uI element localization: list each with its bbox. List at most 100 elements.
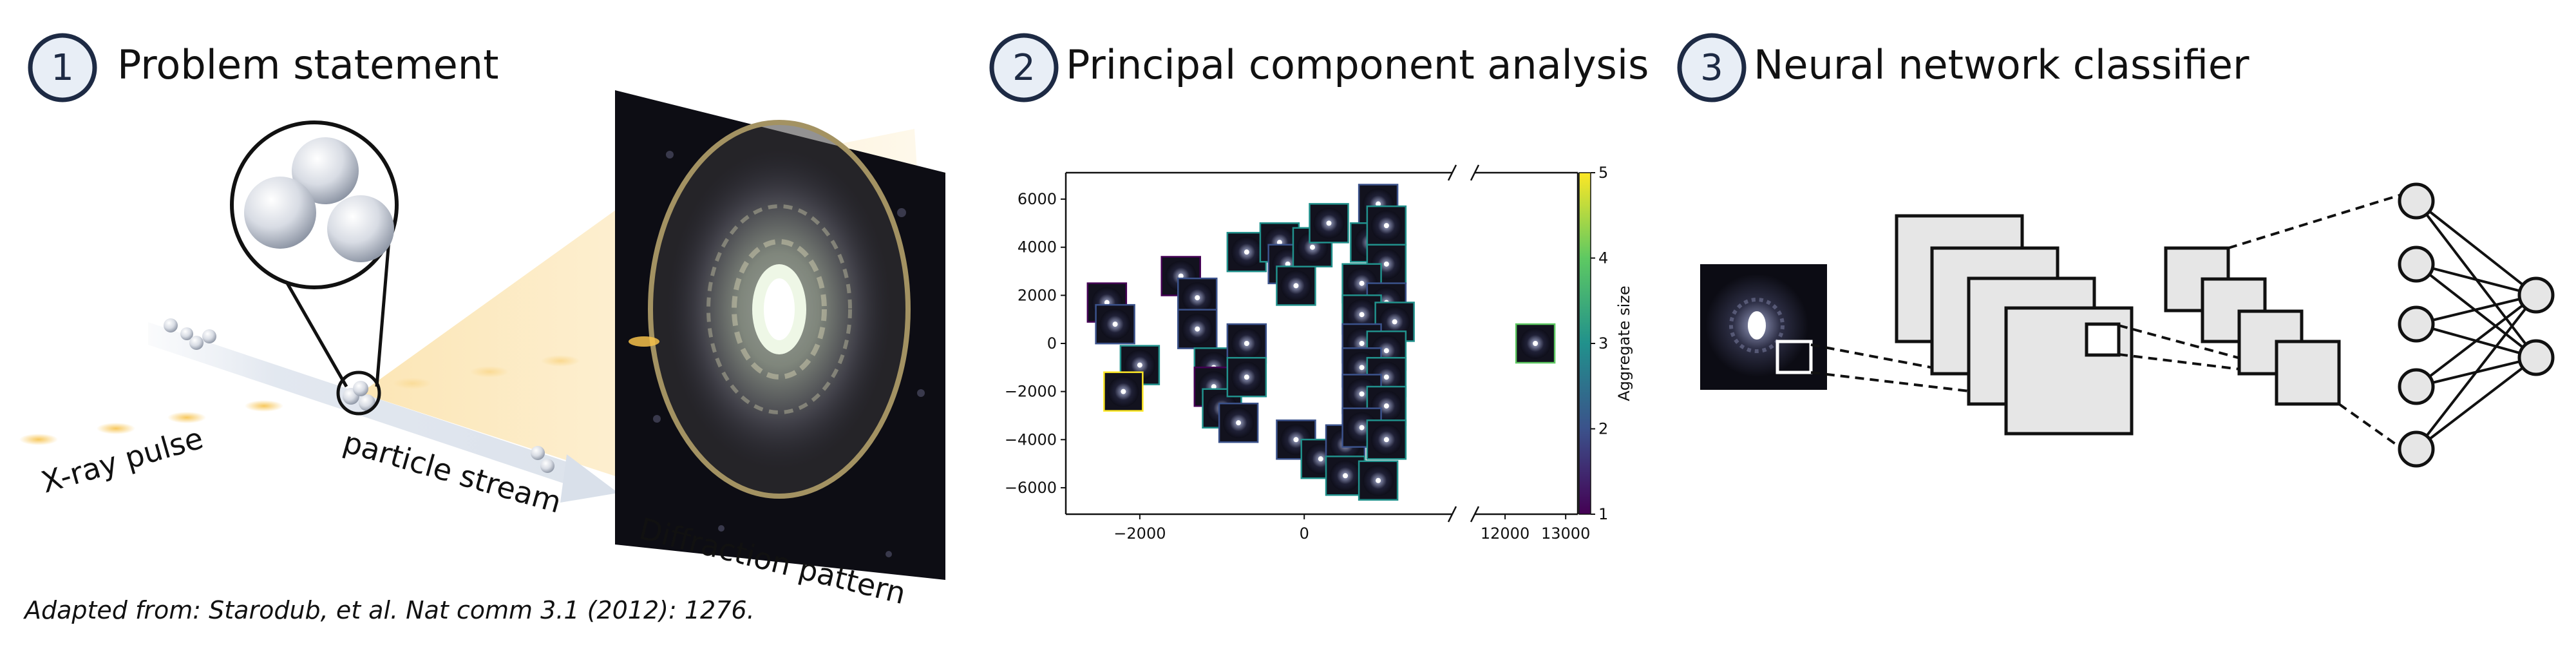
thumbnail-center: [1359, 365, 1365, 371]
cnn-receptive-field: [1776, 340, 1813, 374]
pca-scatter-chart: 6000 4000 2000 0 −2000 −4000 −6000 −2000 0 12000 1…: [1005, 164, 1633, 543]
pca-thumbnail: [1366, 205, 1407, 246]
y-tick-label: 2000: [1018, 286, 1057, 304]
y-tick-label: −2000: [1005, 383, 1057, 401]
panel-principal-component-analysis: 2 Principal component analysis 6000 4000 2…: [989, 33, 1649, 543]
thumbnail-center: [1383, 348, 1389, 354]
pca-thumbnail: [1226, 323, 1267, 364]
network-node: [2398, 430, 2435, 468]
thumbnail-center: [1359, 280, 1365, 286]
colorbar-tick-label: 5: [1598, 164, 1608, 182]
panel-title-3: Neural network classifier: [1754, 41, 2249, 88]
thumbnail-center: [1121, 389, 1126, 394]
colorbar-tick-label: 4: [1598, 249, 1608, 267]
thumbnail-center: [1244, 374, 1249, 380]
panel-2-header: 2 Principal component analysis: [989, 33, 1649, 102]
pca-axis-ticks: 6000 4000 2000 0 −2000 −4000 −6000 −2000 0 12000 1…: [1005, 190, 1591, 543]
thumbnail-center: [1359, 312, 1365, 318]
number-label-2: 2: [1012, 47, 1036, 89]
thumbnail-center: [1195, 295, 1200, 301]
cnn-feature-maps-2: [2164, 246, 2341, 406]
number-badge-3: [1677, 33, 1747, 102]
axis-break-mark: [1470, 506, 1480, 523]
thumbnail-center: [1244, 341, 1249, 346]
thumbnail-center: [1276, 240, 1282, 245]
number-badge-1: [28, 33, 97, 102]
x-tick-label: 12000: [1481, 525, 1530, 543]
colorbar-label: Aggregate size: [1615, 285, 1633, 401]
network-output-node: [2517, 339, 2555, 376]
y-tick-label: 4000: [1018, 238, 1057, 256]
x-tick-label: −2000: [1113, 525, 1166, 543]
y-tick-label: 6000: [1018, 190, 1057, 208]
thumbnail-center: [1293, 283, 1299, 289]
y-tick-label: 0: [1047, 334, 1057, 352]
cnn-receptive-field: [2085, 322, 2121, 357]
cnn-input-image: [1700, 264, 1827, 390]
thumbnail-center: [1376, 477, 1381, 483]
thumbnail-center: [1211, 384, 1217, 390]
thumbnail-center: [1343, 473, 1349, 479]
colorbar-tick-label: 3: [1598, 334, 1608, 352]
thumbnail-center: [1137, 362, 1142, 368]
pca-thumbnails: [1086, 184, 1556, 501]
x-tick-label: 0: [1300, 525, 1309, 543]
thumbnail-center: [1533, 341, 1539, 346]
network-node: [2398, 305, 2435, 343]
axis-break-mark: [1447, 164, 1457, 181]
diffraction-detector: [615, 90, 945, 580]
panel-problem-statement: 1 Problem statement: [19, 33, 945, 624]
axis-break-mark: [1470, 164, 1480, 181]
number-badge-2: [989, 33, 1059, 102]
particle-stream: [148, 318, 618, 503]
colorbar-tick-label: 1: [1598, 505, 1608, 523]
network-output-node: [2517, 276, 2555, 314]
thumbnail-center: [1359, 341, 1365, 346]
panel-title-1: Problem statement: [117, 41, 498, 88]
pca-thumbnail: [1366, 419, 1407, 460]
thumbnail-center: [1244, 249, 1249, 255]
pca-thumbnail: [1103, 371, 1144, 412]
pca-thumbnail: [1095, 303, 1135, 345]
y-tick-label: −6000: [1005, 479, 1057, 497]
thumbnail-center: [1359, 391, 1365, 397]
pca-thumbnail: [1177, 309, 1218, 349]
thumbnail-center: [1178, 273, 1184, 279]
thumbnail-center: [1383, 374, 1389, 380]
pca-thumbnail: [1358, 460, 1399, 501]
cnn-connector: [2228, 189, 2417, 249]
panel-1-header: 1 Problem statement: [28, 33, 498, 102]
panel-3-header: 3 Neural network classifier: [1677, 33, 2249, 102]
footnote-citation: Adapted from: Starodub, et al. Nat comm …: [23, 596, 755, 624]
thumbnail-center: [1392, 319, 1397, 325]
x-tick-label: 13000: [1541, 525, 1590, 543]
thumbnail-center: [1376, 201, 1381, 207]
network-node: [2398, 368, 2435, 405]
pca-thumbnail: [1218, 402, 1259, 443]
thumbnail-center: [1195, 326, 1200, 332]
particle-sphere: [244, 177, 316, 249]
particle-sphere: [327, 195, 394, 262]
cnn-feature-maps-1: [1895, 214, 2134, 436]
colorbar-gradient: [1578, 172, 1591, 515]
pca-colorbar: 1 2 3 4 5 Aggregate size: [1578, 164, 1633, 523]
pca-thumbnail: [1515, 323, 1556, 364]
axis-break-mark: [1447, 506, 1457, 523]
thumbnail-center: [1383, 437, 1389, 443]
thumbnail-center: [1236, 420, 1242, 426]
number-label-3: 3: [1700, 47, 1723, 89]
network-node: [2398, 245, 2435, 283]
thumbnail-center: [1293, 437, 1299, 443]
network-node: [2398, 182, 2435, 220]
thumbnail-center: [1326, 220, 1332, 226]
colorbar-tick-label: 2: [1598, 420, 1608, 438]
particle-magnifier: [230, 120, 399, 416]
panel-title-2: Principal component analysis: [1066, 41, 1649, 88]
thumbnail-center: [1112, 322, 1118, 327]
dense-network: [2398, 182, 2555, 468]
thumbnail-center: [1359, 425, 1365, 430]
thumbnail-center: [1309, 244, 1315, 250]
thumbnail-center: [1318, 456, 1323, 462]
thumbnail-center: [1383, 403, 1389, 409]
